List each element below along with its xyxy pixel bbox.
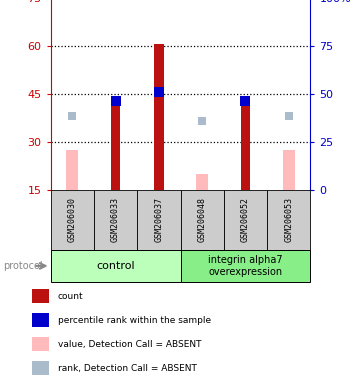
Text: value, Detection Call = ABSENT: value, Detection Call = ABSENT: [57, 340, 201, 349]
Bar: [51, 250, 180, 282]
Text: GSM206030: GSM206030: [68, 197, 77, 242]
Bar: [241, 99, 250, 190]
Bar: [180, 190, 224, 250]
Text: control: control: [96, 261, 135, 271]
Bar: [224, 190, 267, 250]
Bar: [283, 150, 295, 190]
Bar: [66, 150, 78, 190]
Bar: [32, 338, 49, 351]
Text: GSM206053: GSM206053: [284, 197, 293, 242]
Text: count: count: [57, 292, 83, 301]
Bar: [111, 96, 120, 190]
Text: integrin alpha7
overexpression: integrin alpha7 overexpression: [208, 255, 283, 277]
Bar: [32, 290, 49, 303]
Text: GSM206048: GSM206048: [198, 197, 206, 242]
Bar: [94, 190, 137, 250]
Bar: [154, 45, 164, 190]
Text: GSM206052: GSM206052: [241, 197, 250, 242]
Bar: [32, 313, 49, 327]
Text: GSM206037: GSM206037: [155, 197, 163, 242]
Text: percentile rank within the sample: percentile rank within the sample: [57, 316, 210, 324]
Bar: [180, 250, 310, 282]
Text: GSM206033: GSM206033: [111, 197, 120, 242]
Bar: [267, 190, 310, 250]
Bar: [196, 174, 208, 190]
Text: rank, Detection Call = ABSENT: rank, Detection Call = ABSENT: [57, 364, 196, 372]
Bar: [51, 190, 94, 250]
Text: protocol: protocol: [4, 261, 43, 271]
Bar: [137, 190, 180, 250]
Bar: [32, 361, 49, 375]
